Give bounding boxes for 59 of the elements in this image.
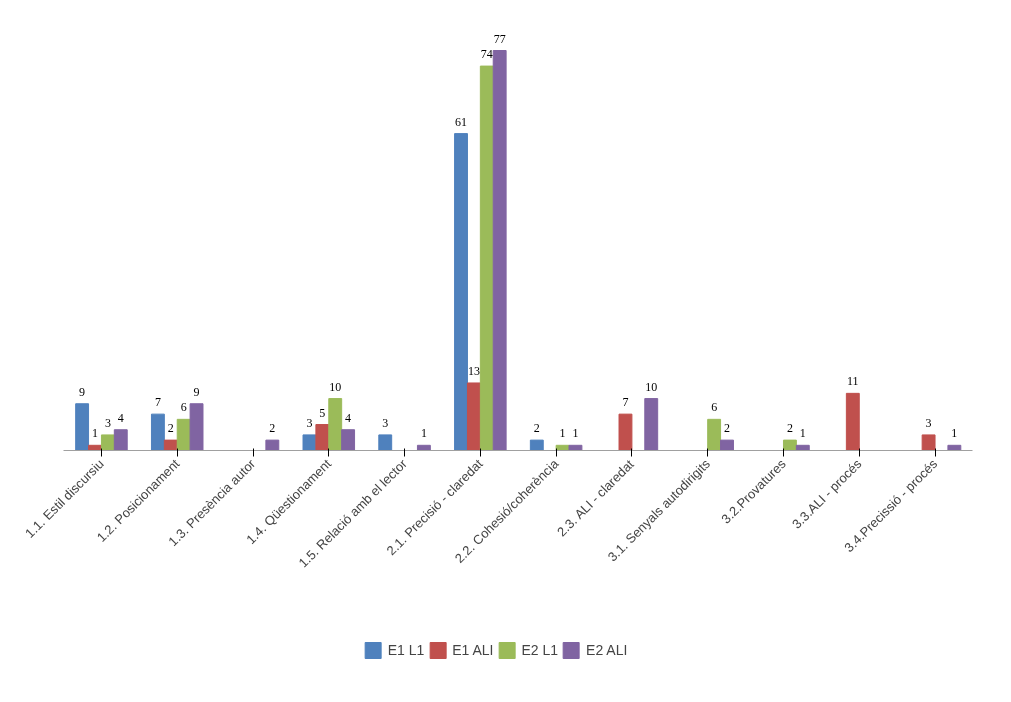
data-label: 2 bbox=[269, 421, 276, 436]
data-label: 1 bbox=[420, 426, 427, 441]
bar bbox=[315, 424, 330, 451]
bar bbox=[644, 398, 659, 451]
data-label: 1 bbox=[559, 426, 566, 441]
bar bbox=[479, 65, 494, 451]
bar bbox=[845, 392, 860, 451]
bar bbox=[341, 429, 356, 451]
bar bbox=[707, 418, 722, 451]
legend-label: E1 L1 bbox=[387, 642, 425, 658]
bar bbox=[454, 133, 468, 451]
data-label: 2 bbox=[724, 421, 731, 436]
bar bbox=[100, 434, 115, 451]
data-label: 3 bbox=[104, 415, 111, 430]
bar bbox=[492, 50, 507, 451]
data-label: 2 bbox=[167, 421, 174, 436]
data-label: 2 bbox=[533, 421, 540, 436]
bar bbox=[921, 434, 936, 451]
data-label: 1 bbox=[799, 426, 806, 441]
data-label: 77 bbox=[493, 31, 506, 46]
data-label: 74 bbox=[480, 47, 493, 62]
legend-label: E2 L1 bbox=[521, 642, 559, 658]
bar bbox=[720, 439, 734, 451]
bar bbox=[618, 413, 633, 451]
data-label: 11 bbox=[847, 374, 859, 389]
bar bbox=[113, 429, 128, 451]
data-label: 3 bbox=[306, 415, 313, 430]
bar bbox=[529, 439, 544, 451]
data-label: 6 bbox=[711, 400, 718, 415]
bar bbox=[328, 398, 343, 451]
data-label: 1 bbox=[951, 426, 958, 441]
data-label: 13 bbox=[467, 363, 480, 378]
data-label: 1 bbox=[92, 426, 98, 441]
legend-label: E2 ALI bbox=[586, 642, 628, 658]
bar bbox=[302, 434, 317, 451]
data-label: 5 bbox=[319, 405, 326, 420]
data-label: 9 bbox=[79, 384, 86, 399]
bar bbox=[782, 439, 797, 451]
bar bbox=[189, 403, 204, 451]
bar bbox=[466, 382, 481, 451]
data-label: 1 bbox=[572, 426, 579, 441]
data-label: 3 bbox=[925, 415, 932, 430]
bar bbox=[378, 434, 393, 451]
bar bbox=[265, 439, 280, 451]
legend-label: E1 ALI bbox=[452, 642, 494, 658]
data-label: 4 bbox=[117, 410, 124, 425]
data-label: 9 bbox=[193, 384, 200, 399]
bar bbox=[75, 403, 90, 451]
data-label: 7 bbox=[154, 395, 161, 410]
bar bbox=[150, 413, 165, 451]
data-label: 10 bbox=[329, 379, 342, 394]
data-label: 61 bbox=[455, 114, 468, 129]
data-label: 4 bbox=[345, 410, 352, 425]
data-label: 7 bbox=[622, 395, 629, 410]
data-label: 6 bbox=[180, 400, 187, 415]
data-label: 2 bbox=[786, 421, 793, 436]
data-label: 3 bbox=[382, 415, 389, 430]
data-label: 10 bbox=[645, 379, 658, 394]
bar bbox=[163, 439, 178, 451]
